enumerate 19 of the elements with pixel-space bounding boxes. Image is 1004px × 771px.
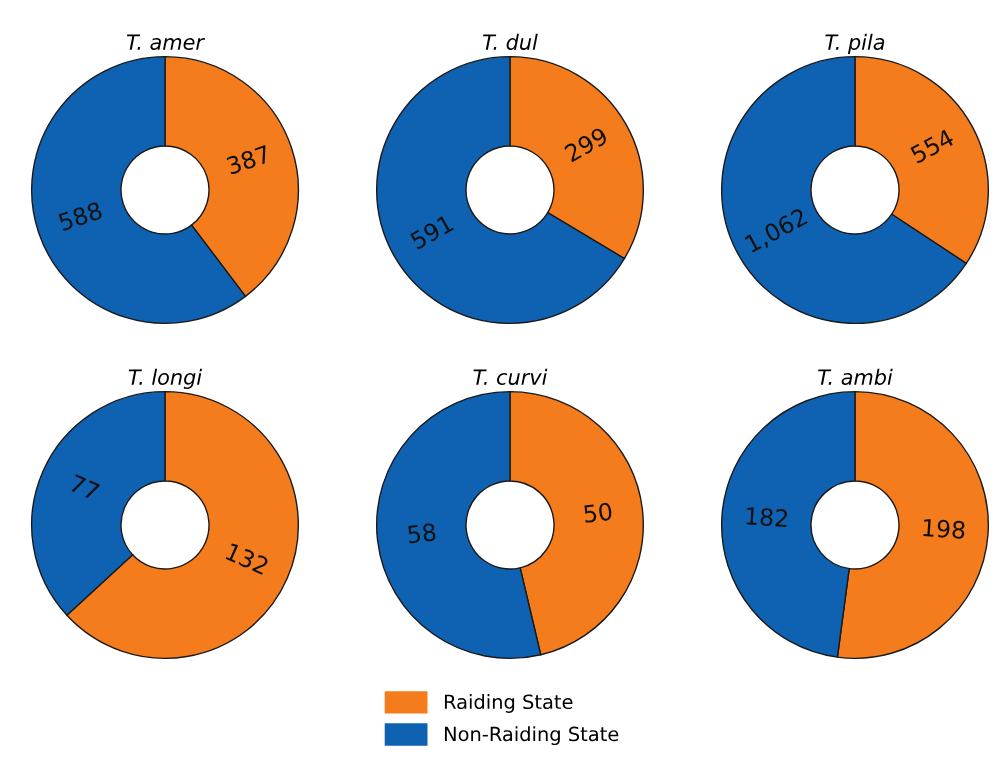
data-label: 182 [746, 506, 788, 528]
chart-title: T. amer [126, 34, 206, 50]
data-label: 58 [407, 522, 437, 544]
data-label: 132 [225, 542, 270, 575]
data-label: 591 [409, 214, 454, 250]
data-label: 588 [57, 201, 103, 232]
chart-title: T. ambi [818, 368, 893, 385]
chart-title: T. longi [128, 368, 203, 389]
data-label: 198 [923, 518, 966, 540]
data-label: 299 [563, 126, 609, 163]
legend-label: Raiding State [444, 694, 573, 713]
chart-title: T. pila [825, 33, 885, 54]
data-label: 554 [909, 128, 955, 164]
data-label: 50 [583, 502, 613, 524]
data-label: 387 [225, 144, 271, 175]
data-label: 77 [69, 474, 101, 501]
legend-label: Non-Raiding State [444, 726, 619, 746]
chart-title: T. dul [483, 33, 538, 50]
chart-title: T. curvi [473, 368, 548, 385]
